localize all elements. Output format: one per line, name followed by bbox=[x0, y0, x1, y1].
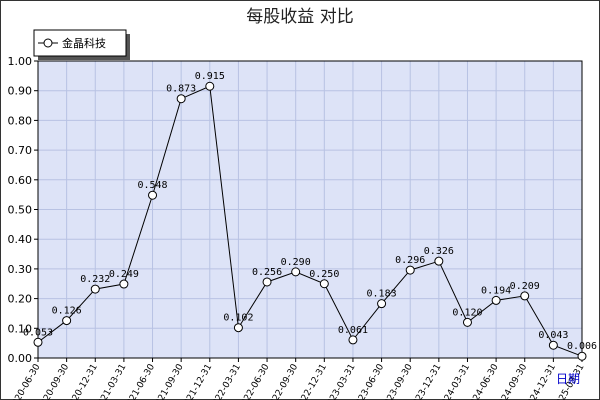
data-label: 0.548 bbox=[137, 180, 167, 191]
y-tick-label: 0.30 bbox=[8, 263, 33, 276]
data-point bbox=[405, 265, 415, 275]
data-points bbox=[33, 81, 587, 361]
x-axis-label: 日期 bbox=[556, 372, 580, 386]
data-label: 0.183 bbox=[367, 289, 397, 300]
data-label: 0.915 bbox=[195, 71, 225, 82]
data-point bbox=[176, 94, 186, 104]
y-tick-label: 0.50 bbox=[8, 204, 33, 217]
y-tick-label: 0.60 bbox=[8, 174, 33, 187]
data-point bbox=[233, 323, 243, 333]
series-lines bbox=[37, 85, 583, 357]
data-point bbox=[33, 337, 43, 347]
data-point bbox=[520, 291, 530, 301]
series-line bbox=[37, 85, 583, 357]
data-label: 0.250 bbox=[309, 269, 339, 280]
y-tick-label: 0.70 bbox=[8, 144, 33, 157]
y-axis-ticks: 0.00 0.10 0.20 0.30 0.40 0.50 0.60 0.70 0.80 0.90… bbox=[8, 55, 38, 365]
legend: 金晶科技 bbox=[33, 29, 130, 60]
data-label: 0.102 bbox=[223, 313, 253, 324]
data-label: 0.256 bbox=[252, 267, 282, 278]
data-point bbox=[319, 279, 329, 289]
data-point bbox=[491, 295, 501, 305]
data-point bbox=[577, 351, 587, 361]
data-label: 0.326 bbox=[424, 246, 454, 257]
y-tick-label: 0.00 bbox=[8, 352, 33, 365]
data-label: 0.290 bbox=[281, 257, 311, 268]
data-label: 0.873 bbox=[166, 84, 196, 95]
data-point bbox=[205, 81, 215, 91]
data-label: 0.120 bbox=[452, 307, 482, 318]
data-point bbox=[291, 267, 301, 277]
data-point bbox=[62, 316, 72, 326]
y-tick-label: 1.00 bbox=[8, 55, 33, 68]
data-label: 0.232 bbox=[80, 274, 110, 285]
x-tick-label: 2020-06-30 bbox=[8, 362, 43, 400]
data-label: 0.209 bbox=[510, 281, 540, 292]
data-point bbox=[548, 340, 558, 350]
data-label: 0.194 bbox=[481, 285, 511, 296]
data-label: 0.061 bbox=[338, 325, 368, 336]
y-tick-label: 0.40 bbox=[8, 233, 33, 246]
data-point bbox=[377, 299, 387, 309]
data-label: 0.043 bbox=[538, 330, 568, 341]
legend-marker bbox=[43, 38, 53, 48]
y-tick-label: 0.90 bbox=[8, 85, 33, 98]
data-label: 0.249 bbox=[109, 269, 139, 280]
data-label: 0.126 bbox=[52, 306, 82, 317]
grid-lines bbox=[38, 61, 582, 358]
chart-title: 每股收益 对比 bbox=[246, 7, 353, 27]
data-point bbox=[348, 335, 358, 345]
y-tick-label: 0.80 bbox=[8, 114, 33, 127]
legend-label: 金晶科技 bbox=[62, 36, 106, 50]
data-point bbox=[90, 284, 100, 294]
data-point bbox=[148, 190, 158, 200]
y-tick-label: 0.20 bbox=[8, 293, 33, 306]
data-label: 0.053 bbox=[23, 327, 53, 338]
data-label: 0.006 bbox=[567, 341, 597, 352]
data-point bbox=[462, 317, 472, 327]
y-tick-label: 0.10 bbox=[8, 322, 33, 335]
data-point bbox=[119, 279, 129, 289]
data-point bbox=[434, 256, 444, 266]
data-label: 0.296 bbox=[395, 255, 425, 266]
data-point bbox=[262, 277, 272, 287]
x-axis-ticks: 2020-06-302020-09-302020-12-312021-03-31… bbox=[8, 358, 587, 400]
